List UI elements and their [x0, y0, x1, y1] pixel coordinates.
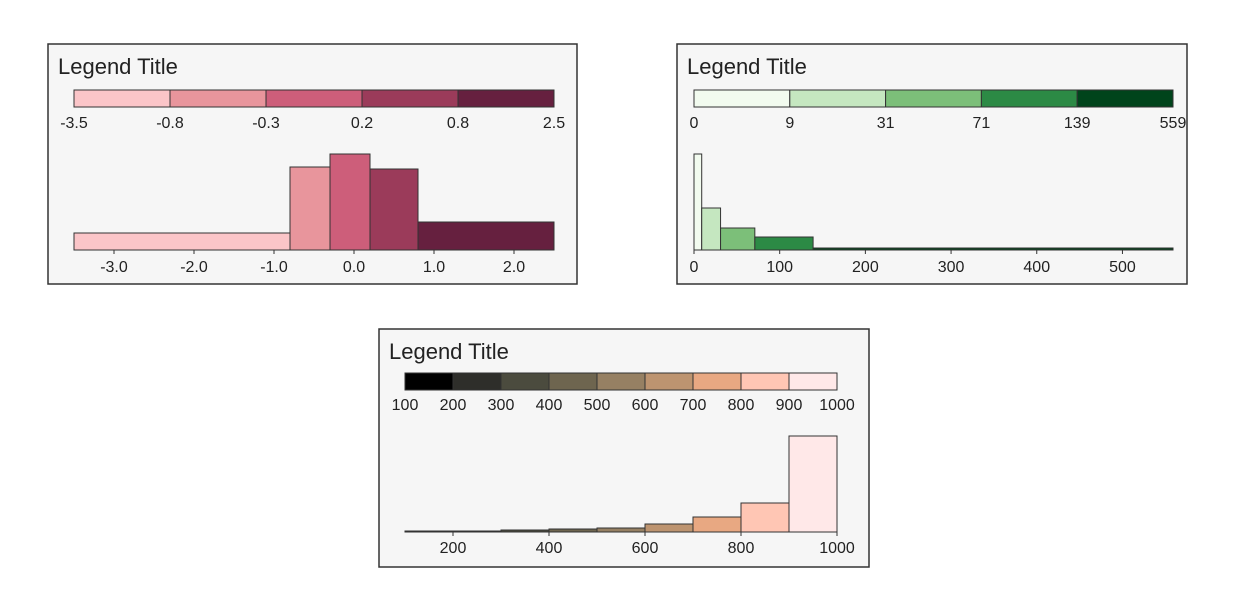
- x-tick-label: -3.0: [100, 259, 128, 276]
- x-tick-label: 200: [852, 259, 879, 276]
- colorbar-label: 900: [776, 397, 803, 414]
- colorbar-label: 800: [728, 397, 755, 414]
- colorbar-swatch: [452, 372, 502, 391]
- x-tick-label: 300: [938, 259, 965, 276]
- colorbar-label: 500: [584, 397, 611, 414]
- histogram-bar: [720, 227, 756, 251]
- colorbar-swatch: [788, 372, 838, 391]
- colorbar-swatch: [885, 89, 982, 108]
- histogram-bar: [73, 232, 291, 251]
- colorbar-label: 9: [785, 115, 794, 132]
- colorbar-label: 300: [488, 397, 515, 414]
- colorbar-label: 0: [690, 115, 699, 132]
- colorbar-label: 71: [973, 115, 991, 132]
- colorbar-swatch: [361, 89, 459, 108]
- x-tick-label: 200: [440, 540, 467, 557]
- histogram-bar: [329, 153, 371, 251]
- colorbar-label: 2.5: [543, 115, 565, 132]
- colorbar-swatch: [692, 372, 742, 391]
- legend-title: Legend Title: [58, 54, 178, 79]
- colorbar-label: 400: [536, 397, 563, 414]
- histogram-bar: [417, 221, 555, 251]
- colorbar-swatch: [596, 372, 646, 391]
- colorbar-label: 600: [632, 397, 659, 414]
- colorbar-label: 200: [440, 397, 467, 414]
- colorbar-swatch: [500, 372, 550, 391]
- colorbar-label: 0.8: [447, 115, 469, 132]
- colorbar-swatch: [404, 372, 454, 391]
- x-tick-label: 400: [1023, 259, 1050, 276]
- colorbar-label: -0.3: [252, 115, 280, 132]
- x-tick-label: 1.0: [423, 259, 445, 276]
- colorbar-label: 559: [1160, 115, 1187, 132]
- colorbar-swatch: [789, 89, 887, 108]
- colorbar-label: 100: [392, 397, 419, 414]
- colorbar-label: 1000: [819, 397, 855, 414]
- histogram-bar: [754, 236, 814, 251]
- histogram-bar: [289, 166, 331, 251]
- x-tick-label: 500: [1109, 259, 1136, 276]
- x-tick-label: 1000: [819, 540, 855, 557]
- colorbar-label: 139: [1064, 115, 1091, 132]
- histogram-bar: [788, 435, 838, 533]
- histogram-bar: [369, 168, 419, 251]
- histogram-bar: [740, 502, 790, 533]
- colorbar-label: 700: [680, 397, 707, 414]
- x-tick-label: -1.0: [260, 259, 288, 276]
- colorbar-swatch: [169, 89, 267, 108]
- legend-title: Legend Title: [687, 54, 807, 79]
- colorbar-swatch: [644, 372, 694, 391]
- x-tick-label: 400: [536, 540, 563, 557]
- histogram-bar: [692, 516, 742, 533]
- colorbar-swatch: [980, 89, 1078, 108]
- x-tick-label: 800: [728, 540, 755, 557]
- histogram-bar: [693, 153, 703, 251]
- x-tick-label: 600: [632, 540, 659, 557]
- x-tick-label: 2.0: [503, 259, 525, 276]
- histogram-bar: [596, 527, 646, 533]
- legend-title: Legend Title: [389, 339, 509, 364]
- histogram-bar: [644, 523, 694, 533]
- colorbar-swatch: [548, 372, 598, 391]
- colorbar-label: -0.8: [156, 115, 184, 132]
- colorbar-label: 0.2: [351, 115, 373, 132]
- colorbar-swatch: [1076, 89, 1174, 108]
- histogram-bar: [701, 207, 722, 251]
- colorbar-label: 31: [877, 115, 895, 132]
- colorbar-swatch: [693, 89, 791, 108]
- x-tick-label: 0.0: [343, 259, 365, 276]
- colorbar-swatch: [73, 89, 171, 108]
- colorbar-swatch: [457, 89, 555, 108]
- x-tick-label: -2.0: [180, 259, 208, 276]
- colorbar-swatch: [740, 372, 790, 391]
- colorbar-label: -3.5: [60, 115, 88, 132]
- x-tick-label: 100: [766, 259, 793, 276]
- x-tick-label: 0: [690, 259, 699, 276]
- colorbar-swatch: [265, 89, 363, 108]
